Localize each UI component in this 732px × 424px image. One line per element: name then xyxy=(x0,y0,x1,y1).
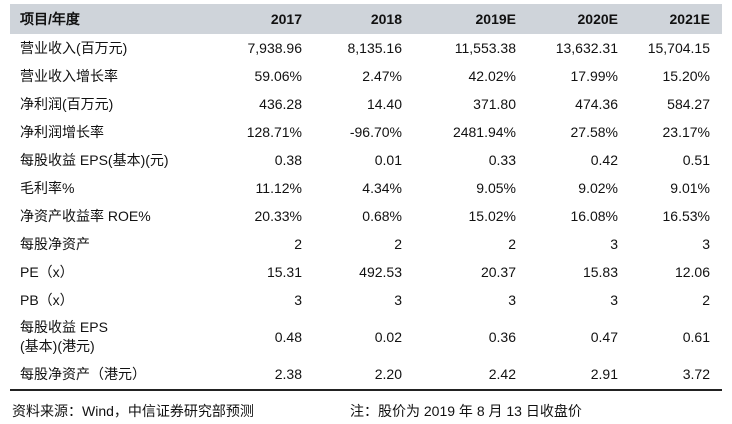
row-value: 15.02% xyxy=(468,208,516,224)
row-value: 2.42 xyxy=(488,366,516,382)
row-value: 15.31 xyxy=(266,264,302,280)
row-value: 15,704.15 xyxy=(647,40,710,56)
row-value: 42.02% xyxy=(468,68,516,84)
row-label: 每股净资产 xyxy=(20,236,90,252)
row-value: 2 xyxy=(294,236,302,252)
table-row: PB（x） 3 3 3 3 2 xyxy=(10,286,722,314)
row-value: 371.80 xyxy=(473,96,516,112)
row-value: 2 xyxy=(508,236,516,252)
row-value: 3 xyxy=(702,236,710,252)
row-value: 2.38 xyxy=(274,366,302,382)
row-value: 16.08% xyxy=(570,208,618,224)
row-value: 13,632.31 xyxy=(555,40,618,56)
row-value: 8,135.16 xyxy=(347,40,403,56)
row-label: 净利润增长率 xyxy=(20,124,104,140)
table-row: 每股收益 EPS (基本)(港元) 0.48 0.02 0.36 0.47 0.61 xyxy=(10,314,722,360)
row-value: 12.06 xyxy=(674,264,710,280)
row-label: 营业收入增长率 xyxy=(20,68,118,84)
row-value: 0.42 xyxy=(590,152,618,168)
table-row: 每股净资产 2 2 2 3 3 xyxy=(10,230,722,258)
row-value: 584.27 xyxy=(667,96,710,112)
row-value: 0.48 xyxy=(274,329,302,345)
row-value: 436.28 xyxy=(259,96,302,112)
row-value: 0.47 xyxy=(590,329,618,345)
table-row: 净资产收益率 ROE% 20.33% 0.68% 15.02% 16.08% 16.53% xyxy=(10,202,722,230)
row-value: 3 xyxy=(508,292,516,308)
header-year: 2019E xyxy=(475,11,516,27)
row-value: 3 xyxy=(294,292,302,308)
row-value: 27.58% xyxy=(570,124,618,140)
row-value: 11.12% xyxy=(255,180,302,196)
row-value: 0.36 xyxy=(488,329,516,345)
table-row: 营业收入增长率 59.06% 2.47% 42.02% 17.99% 15.20% xyxy=(10,62,722,90)
price-note: 注：股价为 2019 年 8 月 13 日收盘价 xyxy=(350,403,582,419)
row-value: 17.99% xyxy=(570,68,618,84)
table-row: 净利润增长率 128.71% -96.70% 2481.94% 27.58% 23.17% xyxy=(10,118,722,146)
row-value: 2.20 xyxy=(374,366,402,382)
row-value: 474.36 xyxy=(575,96,618,112)
row-value: 0.02 xyxy=(374,329,402,345)
row-value: 4.34% xyxy=(362,180,402,196)
row-value: 0.61 xyxy=(682,329,710,345)
row-value: 3 xyxy=(610,292,618,308)
source-note: 资料来源：Wind，中信证券研究部预测 xyxy=(12,403,254,419)
row-value: 2.91 xyxy=(590,366,618,382)
row-value: 14.40 xyxy=(366,96,402,112)
row-value: 0.38 xyxy=(274,152,302,168)
table-bottom-rule xyxy=(10,389,722,391)
row-value: 16.53% xyxy=(662,208,710,224)
row-value: 0.68% xyxy=(362,208,402,224)
row-label: PE（x） xyxy=(20,264,74,280)
row-value: 492.53 xyxy=(359,264,402,280)
table-row: PE（x） 15.31 492.53 20.37 15.83 12.06 xyxy=(10,258,722,286)
row-value: 15.83 xyxy=(582,264,618,280)
table-body: 营业收入(百万元) 7,938.96 8,135.16 11,553.38 13,632… xyxy=(10,34,722,388)
row-label: 毛利率% xyxy=(20,180,75,196)
table-header-row: 项目/年度 2017 2018 2019E 2020E 2021E xyxy=(10,4,722,34)
header-year: 2018 xyxy=(370,11,402,27)
row-value: 59.06% xyxy=(254,68,302,84)
row-value: 3 xyxy=(610,236,618,252)
row-value: 2 xyxy=(702,292,710,308)
table-row: 毛利率% 11.12% 4.34% 9.05% 9.02% 9.01% xyxy=(10,174,722,202)
row-label: 每股收益 EPS (基本)(港元) xyxy=(20,319,108,354)
table-row: 净利润(百万元) 436.28 14.40 371.80 474.36 584.27 xyxy=(10,90,722,118)
table-row: 每股净资产（港元） 2.38 2.20 2.42 2.91 3.72 xyxy=(10,360,722,388)
table-footer: 资料来源：Wind，中信证券研究部预测 注：股价为 2019 年 8 月 13 … xyxy=(12,401,724,419)
table-row: 每股收益 EPS(基本)(元) 0.38 0.01 0.33 0.42 0.51 xyxy=(10,146,722,174)
row-value: 0.01 xyxy=(374,152,402,168)
row-label: PB（x） xyxy=(20,292,74,308)
row-value: 2481.94% xyxy=(452,124,516,140)
row-value: 7,938.96 xyxy=(247,40,303,56)
row-label: 每股净资产（港元） xyxy=(20,366,146,382)
row-value: 9.05% xyxy=(476,180,516,196)
header-year: 2020E xyxy=(577,11,618,27)
table-row: 营业收入(百万元) 7,938.96 8,135.16 11,553.38 13,632… xyxy=(10,34,722,62)
row-value: 3 xyxy=(394,292,402,308)
row-label: 净资产收益率 ROE% xyxy=(20,208,151,224)
header-year: 2017 xyxy=(270,11,302,27)
row-value: 9.01% xyxy=(670,180,710,196)
row-value: 2 xyxy=(394,236,402,252)
row-value: 20.33% xyxy=(254,208,302,224)
row-value: 9.02% xyxy=(578,180,618,196)
row-value: -96.70% xyxy=(349,124,402,140)
row-value: 3.72 xyxy=(682,366,710,382)
row-value: 23.17% xyxy=(662,124,710,140)
row-value: 20.37 xyxy=(480,264,516,280)
row-value: 128.71% xyxy=(246,124,302,140)
row-label: 每股收益 EPS(基本)(元) xyxy=(20,152,169,168)
row-label: 净利润(百万元) xyxy=(20,96,114,112)
row-label: 营业收入(百万元) xyxy=(20,40,128,56)
header-label: 项目/年度 xyxy=(20,11,80,27)
row-value: 11,553.38 xyxy=(454,40,516,56)
financial-table: 项目/年度 2017 2018 2019E 2020E 2021E 营业收入(百… xyxy=(10,4,722,388)
row-value: 2.47% xyxy=(362,68,402,84)
row-value: 0.33 xyxy=(488,152,516,168)
row-value: 0.51 xyxy=(682,152,710,168)
row-value: 15.20% xyxy=(662,68,710,84)
header-year: 2021E xyxy=(669,11,710,27)
